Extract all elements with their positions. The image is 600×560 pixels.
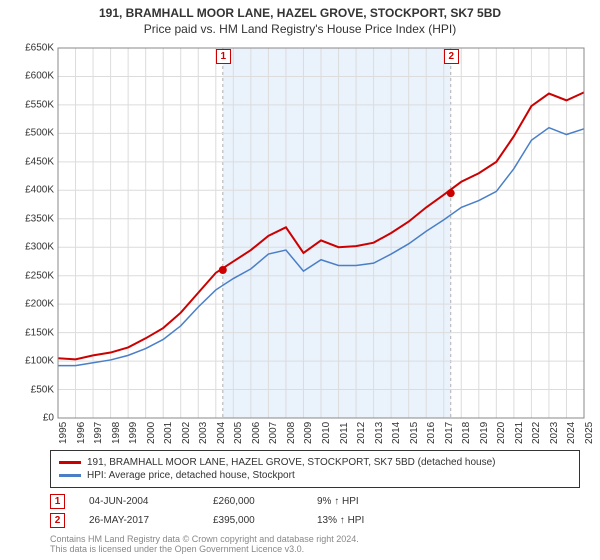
x-axis-label: 1996 xyxy=(76,422,87,444)
x-axis-label: 2007 xyxy=(268,422,279,444)
x-axis-label: 2014 xyxy=(391,422,402,444)
x-axis-label: 2024 xyxy=(566,422,577,444)
y-axis-label: £150K xyxy=(25,327,54,338)
x-axis-label: 2006 xyxy=(251,422,262,444)
x-axis-label: 2004 xyxy=(216,422,227,444)
x-axis-label: 2022 xyxy=(531,422,542,444)
marker-label-box: 1 xyxy=(216,49,231,64)
x-axis-label: 1999 xyxy=(128,422,139,444)
x-axis-label: 2002 xyxy=(181,422,192,444)
x-axis-label: 2023 xyxy=(549,422,560,444)
sale-index-box: 1 xyxy=(50,494,65,509)
marker-label-box: 2 xyxy=(444,49,459,64)
x-axis-label: 2011 xyxy=(339,422,350,444)
x-axis-label: 2005 xyxy=(233,422,244,444)
x-axis-label: 1997 xyxy=(93,422,104,444)
legend-label-property: 191, BRAMHALL MOOR LANE, HAZEL GROVE, ST… xyxy=(87,457,496,468)
y-axis-label: £650K xyxy=(25,43,54,54)
x-axis-label: 2013 xyxy=(374,422,385,444)
sale-date: 04-JUN-2004 xyxy=(89,496,189,507)
x-axis-label: 2015 xyxy=(409,422,420,444)
sale-price: £395,000 xyxy=(213,515,293,526)
legend-swatch-hpi xyxy=(59,474,81,477)
footer-line2: This data is licensed under the Open Gov… xyxy=(50,544,580,554)
title-line2: Price paid vs. HM Land Registry's House … xyxy=(0,22,600,36)
sale-row: 2 26-MAY-2017 £395,000 13% ↑ HPI xyxy=(50,513,580,528)
y-axis-label: £400K xyxy=(25,185,54,196)
sale-delta: 9% ↑ HPI xyxy=(317,496,359,507)
x-axis-label: 2017 xyxy=(444,422,455,444)
chart-area: £0 £50K £100K £150K £200K £250K £300K £350K £400… xyxy=(10,44,590,424)
sales-table: 1 04-JUN-2004 £260,000 9% ↑ HPI 2 26-MAY-2017… xyxy=(50,494,580,528)
x-axis-label: 2008 xyxy=(286,422,297,444)
x-axis-label: 2010 xyxy=(321,422,332,444)
title-line1: 191, BRAMHALL MOOR LANE, HAZEL GROVE, ST… xyxy=(0,6,600,20)
marker-dot xyxy=(219,266,227,274)
y-axis-label: £600K xyxy=(25,71,54,82)
y-axis-label: £100K xyxy=(25,356,54,367)
x-axis-label: 1995 xyxy=(58,422,69,444)
x-axis-label: 2019 xyxy=(479,422,490,444)
legend-swatch-property xyxy=(59,461,81,464)
y-axis-label: £450K xyxy=(25,156,54,167)
y-axis-label: £200K xyxy=(25,299,54,310)
x-axis-label: 2000 xyxy=(146,422,157,444)
y-axis-label: £550K xyxy=(25,99,54,110)
sale-date: 26-MAY-2017 xyxy=(89,515,189,526)
marker-dot xyxy=(447,189,455,197)
footer: Contains HM Land Registry data © Crown c… xyxy=(50,534,580,554)
legend-row: HPI: Average price, detached house, Stoc… xyxy=(59,470,571,481)
x-axis-label: 2021 xyxy=(514,422,525,444)
y-axis-label: £250K xyxy=(25,270,54,281)
sale-price: £260,000 xyxy=(213,496,293,507)
x-axis-label: 2016 xyxy=(426,422,437,444)
chart-titles: 191, BRAMHALL MOOR LANE, HAZEL GROVE, ST… xyxy=(0,0,600,36)
y-axis-label: £300K xyxy=(25,242,54,253)
sale-row: 1 04-JUN-2004 £260,000 9% ↑ HPI xyxy=(50,494,580,509)
legend-row: 191, BRAMHALL MOOR LANE, HAZEL GROVE, ST… xyxy=(59,457,571,468)
x-axis-label: 2012 xyxy=(356,422,367,444)
shade-band xyxy=(223,48,451,418)
sale-delta: 13% ↑ HPI xyxy=(317,515,364,526)
x-axis-label: 2018 xyxy=(461,422,472,444)
footer-line1: Contains HM Land Registry data © Crown c… xyxy=(50,534,580,544)
x-axis-label: 2003 xyxy=(198,422,209,444)
legend: 191, BRAMHALL MOOR LANE, HAZEL GROVE, ST… xyxy=(50,450,580,488)
x-axis-label: 2025 xyxy=(584,422,595,444)
y-axis-label: £50K xyxy=(31,384,54,395)
legend-label-hpi: HPI: Average price, detached house, Stoc… xyxy=(87,470,295,481)
x-axis-label: 1998 xyxy=(111,422,122,444)
x-axis-label: 2020 xyxy=(496,422,507,444)
y-axis-label: £500K xyxy=(25,128,54,139)
y-axis-label: £350K xyxy=(25,213,54,224)
y-axis-label: £0 xyxy=(43,413,54,424)
x-axis-label: 2009 xyxy=(303,422,314,444)
chart-svg xyxy=(10,44,590,424)
x-axis-label: 2001 xyxy=(163,422,174,444)
sale-index-box: 2 xyxy=(50,513,65,528)
